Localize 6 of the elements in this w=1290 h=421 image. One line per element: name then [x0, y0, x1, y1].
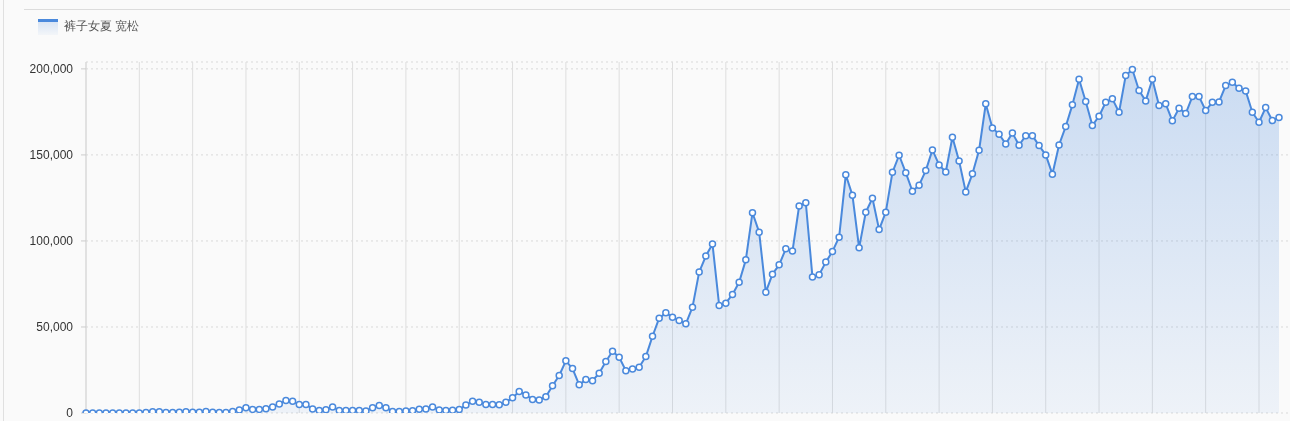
y-tick-label: 200,000 [29, 62, 74, 77]
y-tick-label: 50,000 [36, 320, 74, 335]
y-tick-label: 100,000 [29, 234, 74, 249]
legend-label: 裤子女夏 宽松 [64, 18, 140, 35]
y-tick-label: 150,000 [29, 148, 74, 163]
y-tick-label: 0 [66, 406, 74, 421]
